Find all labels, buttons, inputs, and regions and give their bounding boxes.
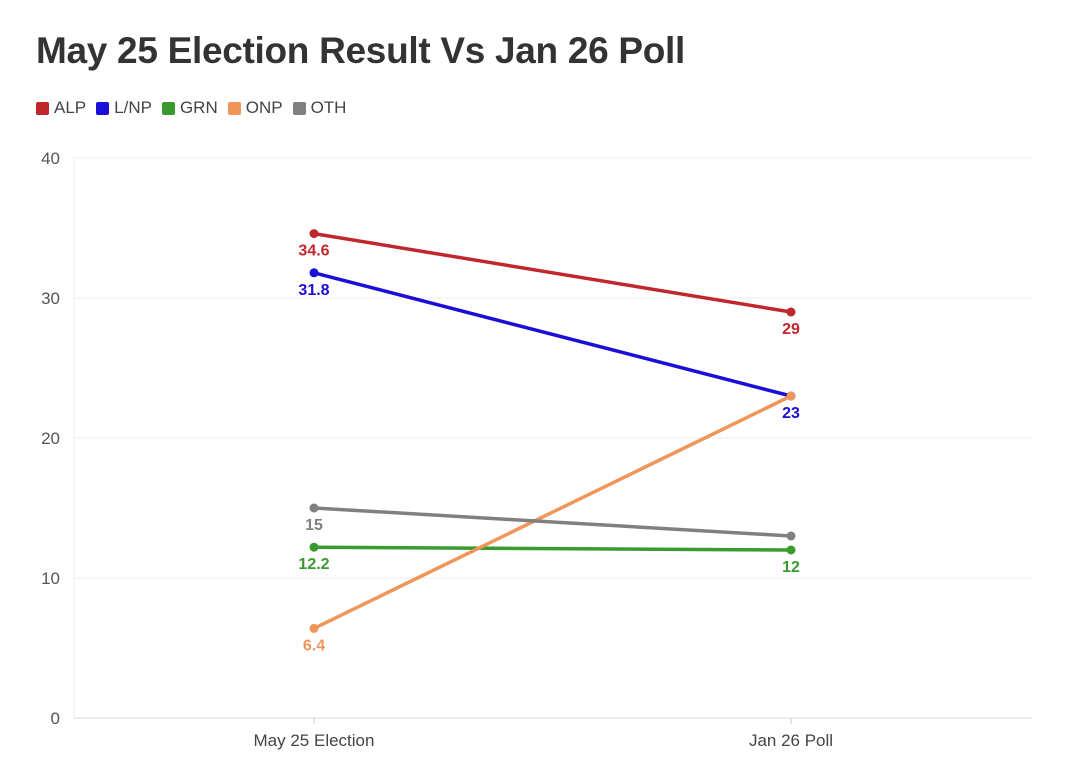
- legend-swatch-grn: [161, 101, 175, 115]
- data-point-onp-0: [309, 623, 319, 633]
- y-tick-label-0: 0: [51, 709, 60, 728]
- data-label-grn-0: 12.2: [298, 556, 329, 573]
- legend-label-lnp: L/NP: [114, 98, 152, 117]
- y-tick-label-10: 10: [41, 569, 60, 588]
- data-label-onp-0: 6.4: [303, 637, 325, 654]
- data-point-lnp-0: [309, 268, 319, 278]
- data-point-alp-1: [786, 307, 796, 317]
- series-line-alp: [312, 231, 793, 314]
- legend-swatch-onp: [227, 101, 241, 115]
- legend-label-grn: GRN: [179, 98, 218, 117]
- x-tick-label-0: May 25 Election: [254, 731, 375, 750]
- data-point-oth-1: [786, 531, 796, 541]
- data-label-lnp-1: 23: [782, 405, 800, 422]
- legend: ALP L/NP GRN ONP OTH: [36, 98, 346, 118]
- legend-swatch-oth: [292, 101, 306, 115]
- data-point-grn-1: [786, 545, 796, 555]
- data-label-grn-1: 12: [782, 559, 800, 576]
- legend-item-grn[interactable]: GRN: [161, 98, 218, 118]
- legend-label-onp: ONP: [245, 98, 283, 117]
- data-label-lnp-0: 31.8: [298, 282, 329, 299]
- y-tick-label-30: 30: [41, 289, 60, 308]
- chart-title: May 25 Election Result Vs Jan 26 Poll: [36, 30, 685, 71]
- data-label-oth-0: 15: [305, 517, 323, 534]
- legend-swatch-lnp: [96, 101, 110, 115]
- data-label-alp-1: 29: [782, 321, 800, 338]
- legend-item-onp[interactable]: ONP: [227, 98, 283, 118]
- x-tick-label-1: Jan 26 Poll: [749, 731, 833, 750]
- legend-label-alp: ALP: [54, 98, 87, 117]
- legend-item-lnp[interactable]: L/NP: [96, 98, 152, 118]
- y-tick-label-40: 40: [41, 149, 60, 168]
- y-tick-label-20: 20: [41, 429, 60, 448]
- data-point-alp-0: [309, 229, 319, 239]
- series-line-lnp: [312, 271, 793, 398]
- legend-swatch-alp: [36, 101, 49, 115]
- legend-label-oth: OTH: [310, 98, 347, 117]
- series-line-oth: [312, 506, 793, 538]
- data-point-grn-0: [309, 542, 319, 552]
- data-point-oth-0: [309, 503, 319, 513]
- legend-item-alp[interactable]: ALP: [36, 98, 86, 118]
- series-line-onp: [312, 394, 793, 631]
- series-line-grn: [312, 545, 793, 552]
- data-label-alp-0: 34.6: [298, 243, 329, 260]
- data-point-onp-1: [786, 391, 796, 401]
- legend-item-oth[interactable]: OTH: [292, 98, 347, 118]
